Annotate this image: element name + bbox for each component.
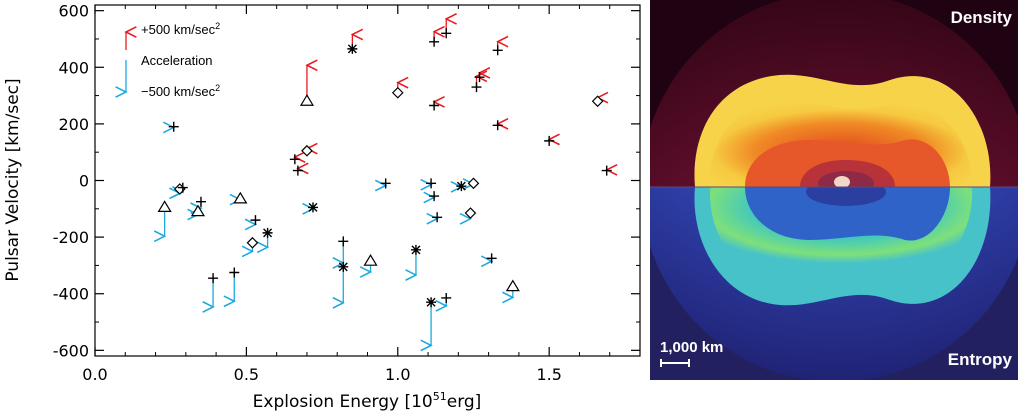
scatter-chart: 0.0 0.5 1.0 1.5 600 400 200 0 -200 -400 -600 +500 … <box>3 2 641 412</box>
data-point-plus <box>208 273 219 284</box>
data-point-triangle <box>505 279 520 292</box>
x-axis-label: Explosion Energy [1051erg] <box>253 390 482 412</box>
data-point-asterisk <box>410 244 421 255</box>
density-label: Density <box>950 8 1012 27</box>
data-point-plus <box>426 178 437 189</box>
x-tick-label: 1.0 <box>385 365 410 384</box>
data-point-diamond <box>246 236 259 249</box>
data-point-asterisk <box>426 297 437 308</box>
y-tick-label: -600 <box>53 341 89 360</box>
data-point-plus <box>432 212 443 223</box>
data-point-plus <box>195 196 206 207</box>
data-point-diamond <box>467 177 480 190</box>
data-point-plus <box>441 292 452 303</box>
data-point-plus <box>289 154 300 165</box>
data-point-plus <box>474 72 485 83</box>
data-point-plus <box>292 165 303 176</box>
data-point-plus <box>429 100 440 111</box>
data-point-diamond <box>391 86 404 99</box>
simulation-render <box>650 0 1018 380</box>
data-point-plus <box>492 120 503 131</box>
entropy-label: Entropy <box>947 350 1012 369</box>
data-point-plus <box>429 191 440 202</box>
data-point-plus <box>168 121 179 132</box>
data-point-diamond <box>301 144 313 157</box>
data-point-asterisk <box>262 227 273 238</box>
data-point-plus <box>544 135 555 146</box>
y-tick-label: -400 <box>53 285 89 304</box>
data-point-plus <box>471 82 482 93</box>
data-point-plus <box>601 165 612 176</box>
y-tick-label: -200 <box>53 228 89 247</box>
data-point-asterisk <box>456 181 467 192</box>
data-point-asterisk <box>338 261 349 272</box>
legend-middle-label: Acceleration <box>141 53 213 68</box>
data-point-plus <box>486 253 497 264</box>
data-point-plus <box>338 236 349 247</box>
data-point-plus <box>492 45 503 56</box>
legend-positive-label: +500 km/sec2 <box>141 21 220 37</box>
y-axis-label: Pulsar Velocity [km/sec] <box>3 78 23 281</box>
data-point-plus <box>250 215 261 226</box>
x-tick-label: 0.5 <box>234 365 259 384</box>
data-point-plus <box>177 182 188 193</box>
data-point-asterisk <box>308 202 318 213</box>
data-point-plus <box>229 267 240 278</box>
y-tick-label: 400 <box>58 58 89 77</box>
scale-label: 1,000 km <box>660 339 724 356</box>
y-tick-label: 200 <box>58 115 89 134</box>
legend: +500 km/sec2 Acceleration −500 km/sec2 <box>126 21 220 99</box>
simulation-image: Density Entropy 1,000 km <box>650 0 1018 380</box>
y-tick-label: 0 <box>79 172 89 191</box>
y-tick-label: 600 <box>58 2 89 21</box>
data-point-triangle <box>363 254 378 266</box>
data-point-plus <box>429 36 440 47</box>
data-point-diamond <box>464 207 477 219</box>
x-tick-label: 0.0 <box>82 365 107 384</box>
data-point-triangle <box>157 200 172 212</box>
data-point-plus <box>441 28 452 39</box>
scale-bar <box>660 359 690 367</box>
data-point-asterisk <box>347 43 358 54</box>
data-point-plus <box>380 178 391 189</box>
x-tick-label: 1.5 <box>536 365 561 384</box>
data-point-diamond <box>591 95 604 108</box>
legend-negative-label: −500 km/sec2 <box>141 83 220 99</box>
data-point-triangle <box>233 191 248 204</box>
data-point-triangle <box>190 204 206 217</box>
data-point-triangle <box>299 94 315 106</box>
